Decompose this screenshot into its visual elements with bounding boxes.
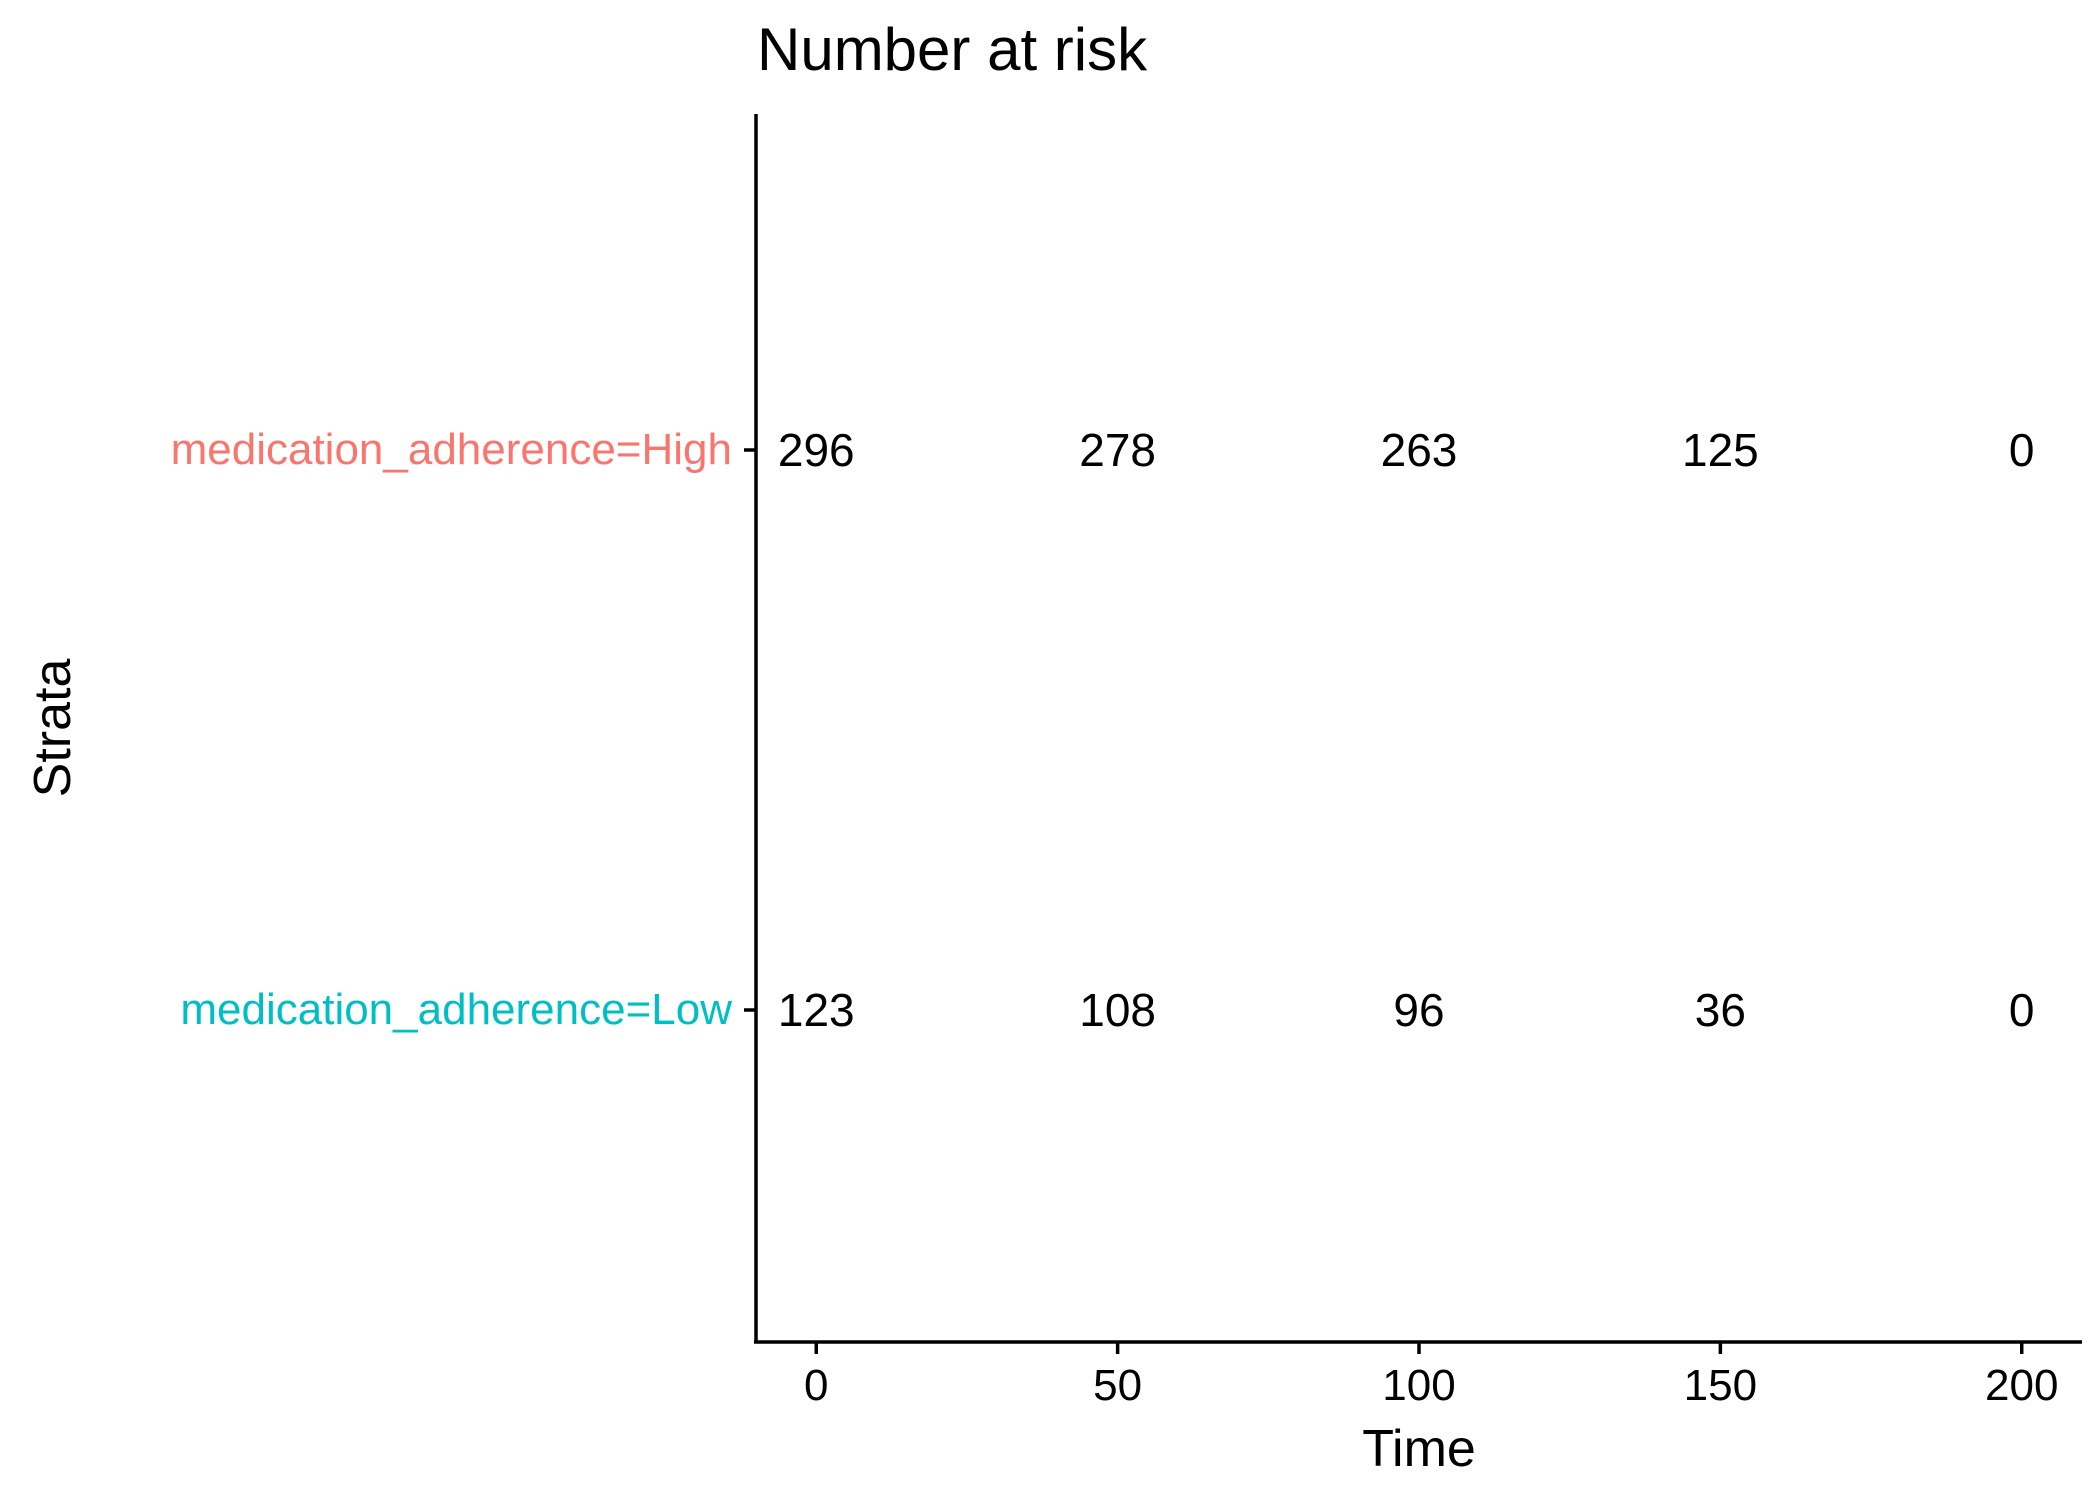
- risk-count-cell: 0: [2009, 984, 2035, 1036]
- x-tick-label: 0: [804, 1361, 828, 1410]
- x-tick-label: 200: [1985, 1361, 2058, 1410]
- x-axis-title: Time: [1362, 1420, 1476, 1478]
- strata-label: medication_adherence=High: [171, 425, 732, 474]
- risk-count-cell: 0: [2009, 424, 2035, 476]
- x-axis-ticks: 0 50 100 150 200: [804, 1342, 2058, 1410]
- risk-count-cell: 278: [1079, 424, 1156, 476]
- x-tick-label: 150: [1684, 1361, 1757, 1410]
- chart-title: Number at risk: [757, 16, 1148, 83]
- y-axis-title: Strata: [24, 659, 82, 798]
- x-tick-label: 50: [1093, 1361, 1142, 1410]
- risk-count-cell: 263: [1381, 424, 1458, 476]
- strata-label: medication_adherence=Low: [180, 985, 732, 1034]
- risk-count-cell: 108: [1079, 984, 1156, 1036]
- risk-count-cell: 123: [778, 984, 855, 1036]
- risk-count-cell: 36: [1695, 984, 1746, 1036]
- y-axis-ticks: medication_adherence=High medication_adhe…: [171, 425, 756, 1034]
- risk-table-cells: 296 278 263 125 0 123 108 96 36 0: [778, 424, 2035, 1036]
- risk-count-cell: 296: [778, 424, 855, 476]
- x-tick-label: 100: [1382, 1361, 1455, 1410]
- risk-count-cell: 125: [1682, 424, 1759, 476]
- risk-count-cell: 96: [1393, 984, 1444, 1036]
